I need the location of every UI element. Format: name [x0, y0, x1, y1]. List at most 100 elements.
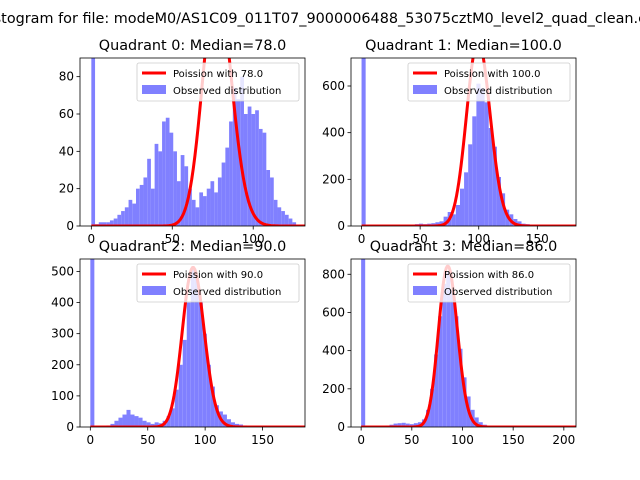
histogram-bar — [109, 220, 114, 226]
histogram-bar — [142, 420, 147, 427]
histogram-bar — [206, 364, 211, 427]
legend-label-poisson: Poission with 90.0 — [173, 270, 263, 281]
y-tick-label: 80 — [59, 70, 74, 84]
histogram-bar — [128, 199, 133, 226]
x-tick-label: 50 — [413, 232, 428, 246]
histogram-bar — [405, 423, 410, 427]
subplot-title: Quadrant 2: Median=90.0 — [99, 239, 287, 255]
x-tick-label: 0 — [357, 433, 365, 447]
histogram-bar — [439, 221, 444, 226]
y-tick-label: 500 — [51, 264, 74, 278]
histogram-bar — [91, 58, 96, 226]
histogram-bar — [114, 420, 119, 427]
histogram-bar — [102, 222, 107, 226]
histogram-bar — [401, 422, 406, 427]
y-tick-label: 200 — [51, 358, 74, 372]
histogram-bar — [501, 193, 506, 226]
histogram-bar — [173, 151, 177, 226]
histogram-bar — [118, 417, 123, 427]
legend-box — [407, 263, 571, 303]
histogram-bar — [139, 184, 144, 226]
histogram-bar — [277, 207, 282, 226]
histogram-bar — [442, 283, 447, 427]
histogram-bar — [492, 146, 497, 226]
legend-label-observed: Observed distribution — [444, 287, 552, 298]
y-tick-label: 600 — [322, 79, 345, 93]
histogram-bar — [434, 354, 439, 427]
histogram-bar — [251, 114, 256, 226]
x-tick-label: 100 — [467, 232, 490, 246]
histogram-bar — [397, 423, 402, 427]
legend-bar-swatch — [413, 85, 437, 94]
y-tick-label: 0 — [337, 420, 345, 434]
histogram-bar — [174, 389, 179, 427]
histogram-bar — [158, 151, 163, 226]
histogram-bar — [206, 188, 211, 226]
histogram-bar — [454, 316, 459, 427]
histogram-bar — [210, 386, 215, 427]
histogram-bar — [458, 348, 463, 427]
histogram-bar — [288, 218, 293, 226]
axes-frame — [350, 57, 577, 227]
subplot-title: Quadrant 0: Median=78.0 — [99, 38, 287, 54]
y-tick-label: 0 — [66, 420, 74, 434]
poisson-curve — [91, 58, 305, 226]
legend-bar-swatch — [142, 286, 166, 295]
histogram-bar — [150, 423, 155, 427]
histogram-bar — [132, 203, 137, 226]
histogram-bar — [113, 218, 118, 226]
x-tick-label: 150 — [526, 232, 549, 246]
legend-label-observed: Observed distribution — [173, 86, 281, 97]
histogram-bar — [443, 216, 448, 226]
histogram-bar — [413, 423, 418, 427]
histogram-bar — [247, 106, 252, 226]
histogram-bar — [170, 408, 175, 427]
histogram-bar — [496, 177, 501, 226]
legend: Poission with 78.0 Observed distribution — [136, 62, 300, 102]
y-tick-label: 300 — [51, 327, 74, 341]
legend-label-observed: Observed distribution — [444, 86, 552, 97]
axes-frame — [79, 258, 306, 428]
histogram-bar — [186, 302, 191, 427]
histogram-bar — [202, 333, 207, 427]
legend: Poission with 100.0 Observed distribution — [407, 62, 571, 102]
subplot-quadrant-1: 0 50 100 150 0 200 400 600 Quadrant 1: Median=10… — [322, 38, 577, 246]
x-tick-label: 0 — [358, 232, 366, 246]
histogram-bar — [435, 222, 440, 226]
y-tick-label: 200 — [322, 172, 345, 186]
histogram-bar — [426, 409, 431, 427]
histogram-bar — [232, 87, 237, 226]
histogram-bar — [214, 192, 218, 226]
y-tick-label: 600 — [322, 305, 345, 319]
axes-frame — [350, 258, 577, 428]
subplots-grid: 0 50 100 0 20 40 60 80 Quadrant 0: Median=78.0 Po… — [51, 38, 577, 447]
histogram-bar — [292, 222, 297, 226]
y-tick-label: 100 — [51, 389, 74, 403]
histogram-bar — [106, 222, 110, 226]
histogram-bar — [176, 181, 181, 226]
histogram-bar — [126, 409, 131, 427]
histogram-bar — [284, 214, 289, 226]
histogram-bar — [124, 207, 129, 226]
histogram-bar — [446, 272, 451, 427]
histogram-bar — [438, 316, 443, 427]
histogram-bar — [166, 416, 171, 427]
histogram-bar — [199, 192, 204, 226]
plot-area — [91, 58, 305, 226]
legend-bar-swatch — [413, 286, 437, 295]
histogram-bar — [393, 423, 398, 427]
legend-box — [407, 62, 571, 102]
histogram-bar — [210, 181, 215, 226]
histogram-bar — [464, 172, 469, 226]
histogram-bar — [162, 121, 166, 226]
histogram-bar — [450, 289, 455, 427]
x-tick-label: 150 — [251, 433, 274, 447]
histogram-bar — [150, 188, 155, 226]
y-tick-label: 0 — [337, 219, 345, 233]
histogram-bar — [121, 211, 125, 226]
legend-label-poisson: Poission with 100.0 — [444, 69, 540, 80]
histogram-bar — [236, 99, 241, 226]
histogram-bar — [229, 121, 233, 226]
histogram-bar — [472, 116, 477, 226]
legend-bar-swatch — [142, 85, 166, 94]
